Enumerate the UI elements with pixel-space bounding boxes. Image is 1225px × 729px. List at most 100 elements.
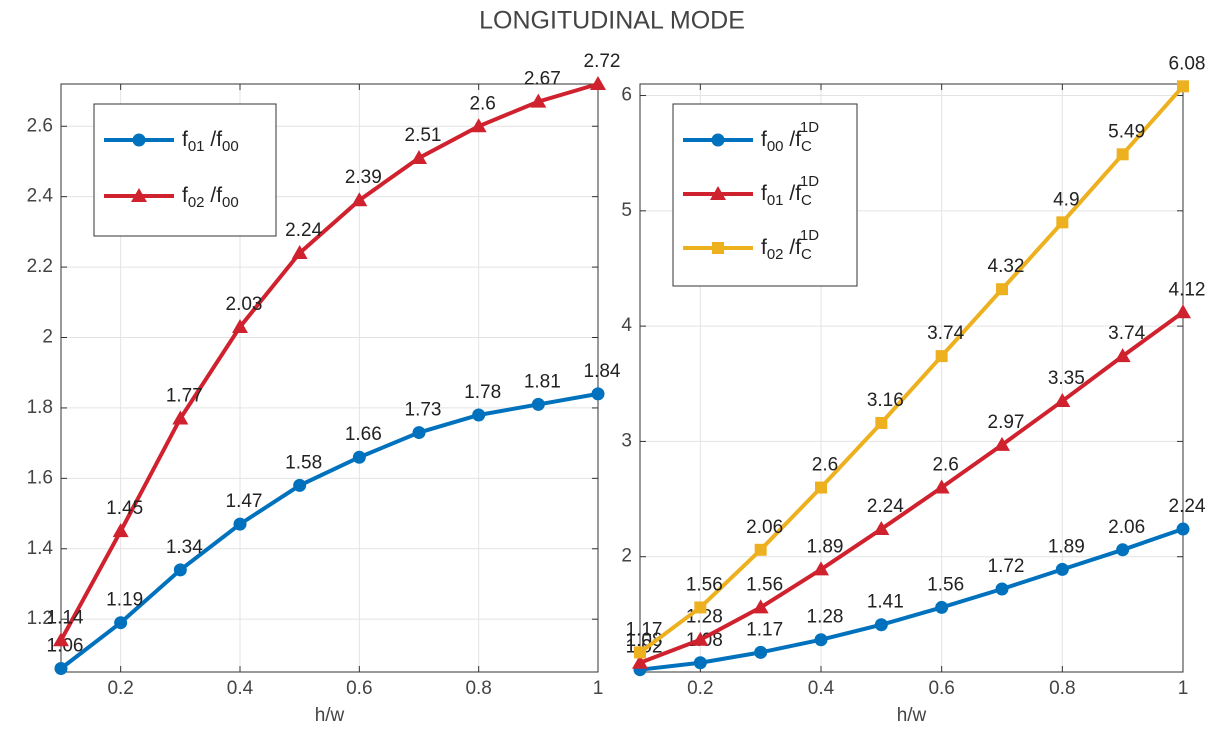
x-tick-label: 1 [1178, 678, 1189, 699]
legend-label: f00​ /fC1D​ [761, 119, 819, 155]
data-label: 6.08 [1169, 53, 1206, 74]
data-label: 1.17 [626, 619, 663, 640]
marker [54, 661, 68, 675]
marker [1056, 216, 1069, 229]
data-label: 1.89 [1048, 536, 1085, 557]
marker [293, 478, 307, 492]
data-label: 2.24 [285, 220, 322, 241]
marker [530, 93, 547, 108]
y-tick-label: 4 [621, 315, 632, 336]
y-tick-label: 1.6 [27, 467, 53, 488]
marker [875, 416, 888, 429]
data-label: 2.72 [584, 51, 621, 72]
marker [590, 76, 606, 90]
marker [233, 517, 247, 531]
data-label: 3.35 [1048, 368, 1085, 389]
legend-box [93, 103, 277, 237]
marker [694, 601, 707, 614]
series-line [638, 84, 1185, 655]
data-label: 1.28 [807, 607, 844, 628]
data-label: 2.39 [345, 167, 382, 188]
data-label: 2.6 [932, 455, 958, 476]
legend-label: f02​ /fC1D​ [761, 227, 819, 263]
legend-marker [712, 242, 724, 254]
marker [994, 436, 1010, 451]
data-label: 1.34 [166, 537, 203, 558]
legend-label: f02​ /f00​ [182, 184, 239, 211]
data-label: 4.12 [1169, 279, 1206, 300]
series-line [639, 310, 1185, 665]
data-label: 1.72 [988, 556, 1025, 577]
marker [1114, 348, 1131, 363]
marker [591, 387, 605, 401]
marker [814, 633, 828, 647]
marker [995, 582, 1009, 596]
x-tick-label: 0.2 [687, 678, 713, 699]
marker [935, 350, 948, 363]
marker [172, 410, 189, 425]
y-tick-label: 5 [621, 200, 632, 221]
marker [754, 645, 768, 659]
axes-box [639, 83, 1184, 673]
y-tick-label: 3 [621, 430, 632, 451]
marker [692, 631, 709, 646]
data-label: 2.51 [405, 125, 442, 146]
marker [53, 632, 69, 647]
data-label: 1.84 [584, 361, 621, 382]
y-tick-label: 2.6 [27, 115, 53, 136]
legend-marker [711, 133, 725, 147]
legend-label: f01​ /fC1D​ [761, 173, 819, 209]
marker [411, 149, 427, 164]
y-tick-label: 6 [621, 85, 632, 106]
data-label: 1.56 [927, 574, 964, 595]
marker [935, 600, 949, 614]
marker [815, 481, 827, 494]
y-tick-label: 2 [621, 546, 632, 567]
marker [232, 318, 248, 333]
data-label: 1.14 [47, 607, 84, 628]
marker [412, 426, 426, 440]
data-label: 1.41 [867, 592, 904, 613]
x-tick-label: 0.4 [227, 678, 254, 699]
data-label: 3.74 [1108, 323, 1145, 344]
y-tick-label: 2.4 [27, 186, 54, 207]
legend-marker [132, 133, 146, 147]
marker [1116, 543, 1130, 557]
marker [1177, 80, 1189, 93]
marker [173, 563, 187, 577]
marker [472, 408, 486, 422]
marker [351, 192, 368, 207]
data-label: 2.24 [867, 496, 904, 517]
data-label: 2.6 [812, 455, 838, 476]
y-tick-label: 1.2 [27, 608, 53, 629]
x-tick-label: 1 [593, 678, 604, 699]
marker [291, 245, 308, 260]
marker [933, 479, 950, 494]
x-tick-label: 0.8 [1049, 678, 1075, 699]
marker [352, 450, 366, 464]
x-tick-label: 0.6 [346, 678, 372, 699]
x-tick-label: 0.2 [107, 678, 133, 699]
data-label: 2.06 [746, 517, 783, 538]
data-label: 3.74 [927, 323, 964, 344]
y-tick-label: 2.2 [27, 256, 53, 277]
data-label: 5.49 [1108, 121, 1145, 142]
marker [1176, 522, 1190, 536]
data-label: 1.45 [106, 498, 143, 519]
data-label: 3.16 [867, 390, 904, 411]
data-label: 1.56 [686, 574, 723, 595]
data-label: 1.17 [746, 619, 783, 640]
marker [1054, 393, 1071, 408]
marker [634, 646, 646, 659]
marker [470, 118, 487, 133]
marker [874, 618, 888, 632]
marker [1175, 304, 1191, 319]
legend-marker [131, 188, 147, 202]
data-label: 1.08 [626, 630, 663, 651]
data-label: 2.97 [988, 412, 1025, 433]
data-label: 2.6 [469, 93, 495, 114]
legend-label: f01​ /f00​ [182, 128, 239, 155]
data-label: 1.77 [166, 386, 203, 407]
data-label: 4.32 [988, 256, 1025, 277]
